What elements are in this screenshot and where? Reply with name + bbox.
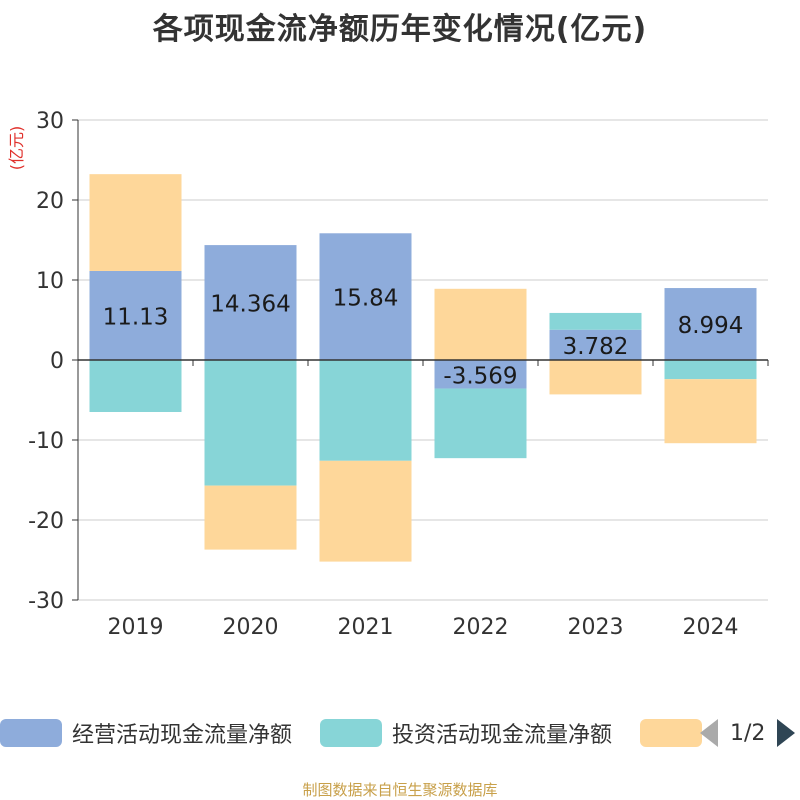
x-tick-label: 2019 (108, 615, 164, 640)
bar-operating (319, 233, 412, 360)
data-label: 8.994 (678, 313, 744, 339)
chart-title: 各项现金流净额历年变化情况(亿元) (152, 12, 648, 47)
bar-operating (664, 288, 757, 360)
bar-financing (664, 379, 757, 444)
y-tick-label: 30 (36, 109, 64, 134)
bar-financing (204, 485, 297, 550)
bar-investing (319, 360, 412, 461)
data-label: 11.13 (103, 304, 169, 330)
bar-operating (204, 245, 297, 360)
data-source-footer: 制图数据来自恒生聚源数据库 (302, 781, 498, 799)
legend-item-operating[interactable]: 经营活动现金流量净额 (0, 715, 292, 751)
y-tick-label: 20 (36, 189, 64, 214)
y-tick-label: -30 (28, 589, 64, 614)
legend-swatch-investing (320, 719, 382, 747)
legend-next-arrow-icon[interactable] (777, 719, 796, 747)
y-tick-label: 0 (50, 349, 64, 374)
legend-item-investing[interactable]: 投资活动现金流量净额 (320, 715, 612, 751)
y-tick-label: 10 (36, 269, 64, 294)
data-label: 14.364 (210, 292, 290, 318)
bar-financing (319, 460, 412, 562)
bar-investing (204, 360, 297, 486)
bar-financing (434, 288, 527, 360)
y-tick-label: -10 (28, 429, 64, 454)
legend-swatch-financing (640, 719, 702, 747)
chart-canvas: 30 20 10 0 -10 -20 -30 (亿元) 2019 2020 2021 2022 2023… (7, 109, 769, 640)
legend-item-financing[interactable] (640, 715, 712, 751)
x-tick-label: 2023 (568, 615, 624, 640)
legend-swatch-operating (0, 719, 62, 747)
data-label: 15.84 (333, 286, 399, 312)
y-tick-label: -20 (28, 509, 64, 534)
legend-pager: 1/2 (700, 719, 796, 747)
x-tick-label: 2024 (683, 615, 739, 640)
bar-investing (89, 360, 182, 412)
bar-investing (664, 360, 757, 380)
bar-investing (434, 388, 527, 459)
legend-label-operating: 经营活动现金流量净额 (72, 723, 293, 748)
legend: 经营活动现金流量净额 投资活动现金流量净额 1/2 (0, 715, 800, 755)
legend-prev-arrow-icon[interactable] (700, 719, 718, 747)
bar-operating (89, 270, 182, 360)
bar-financing (89, 174, 182, 271)
x-tick-label: 2021 (338, 615, 394, 640)
bar-investing (549, 312, 642, 330)
legend-label-investing: 投资活动现金流量净额 (392, 723, 613, 748)
x-tick-label: 2022 (453, 615, 509, 640)
bar-operating (434, 360, 527, 389)
y-axis-unit-label: (亿元) (7, 126, 26, 171)
legend-page-indicator: 1/2 (730, 720, 766, 746)
data-label: 3.782 (563, 334, 629, 360)
data-label: -3.569 (443, 363, 517, 389)
bar-operating (549, 329, 642, 360)
bar-financing (549, 360, 642, 395)
x-tick-label: 2020 (223, 615, 279, 640)
